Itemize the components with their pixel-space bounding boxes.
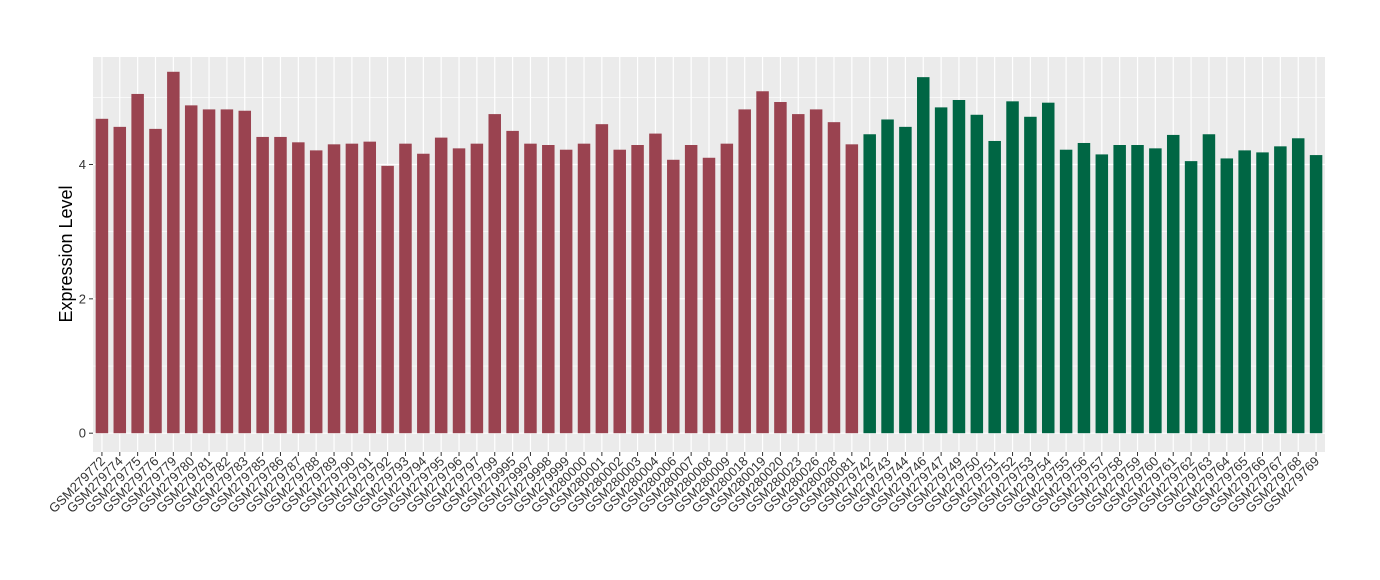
bar-GSM280026 [809,109,823,434]
bar-GSM279795 [434,137,448,434]
bar-GSM280081 [845,144,859,434]
bar-GSM279781 [202,109,216,434]
bar-GSM279776 [149,128,162,434]
y-tick-label: 0 [79,426,86,441]
bar-GSM280004 [649,133,662,434]
bar-GSM279794 [417,153,430,434]
bar-GSM279754 [1041,102,1055,434]
bar-GSM279768 [1291,138,1305,434]
bar-GSM280019 [756,91,769,434]
bar-GSM279763 [1202,134,1216,434]
bar-GSM280001 [595,124,609,434]
bar-GSM280028 [827,122,841,434]
bar-GSM279766 [1256,152,1269,434]
bar-GSM279755 [1059,149,1073,434]
bar-GSM279747 [934,107,948,434]
bar-GSM279743 [881,119,894,434]
bar-GSM279759 [1131,145,1144,434]
bar-GSM279775 [131,93,144,434]
bar-GSM280023 [792,114,805,434]
bars [95,71,1323,434]
bar-GSM279793 [399,143,412,434]
bar-GSM279772 [95,118,109,434]
bar-GSM279788 [309,150,323,434]
bar-GSM280009 [720,143,734,434]
bar-GSM279744 [899,126,912,434]
bar-GSM279751 [988,140,1001,434]
bar-GSM280003 [631,145,644,434]
bar-GSM279753 [1024,116,1037,434]
bar-GSM280018 [738,109,751,434]
bar-GSM279998 [542,145,555,434]
bar-GSM279792 [381,165,394,434]
bar-GSM280002 [613,149,626,434]
bar-GSM279997 [524,143,537,434]
y-tick-label: 4 [79,157,86,172]
bar-GSM279791 [363,141,377,434]
bar-GSM280006 [667,159,680,434]
y-axis-title: Expression Level [56,185,76,322]
bar-GSM279774 [113,126,127,434]
bar-GSM279995 [506,130,519,434]
bar-GSM279756 [1077,142,1091,434]
bar-GSM279799 [488,114,501,434]
bar-GSM279785 [256,136,269,434]
bar-GSM279769 [1309,155,1323,434]
bar-GSM279752 [1006,101,1019,434]
y-axis: 0 2 4 [79,157,93,441]
bar-GSM279760 [1149,148,1162,434]
bar-GSM279789 [327,144,341,434]
bar-GSM279797 [470,143,484,434]
bar-GSM279796 [452,148,466,434]
bar-GSM279782 [220,109,234,434]
bar-GSM279787 [292,142,305,434]
y-tick-label: 2 [79,291,86,306]
bar-GSM279779 [167,71,180,434]
bar-GSM279790 [345,143,359,434]
bar-GSM279999 [559,149,573,434]
bar-GSM279749 [952,99,966,434]
bar-GSM279764 [1220,158,1234,434]
bar-GSM279750 [970,114,984,434]
bar-GSM279765 [1238,150,1251,434]
bar-GSM280000 [577,143,591,434]
bar-GSM279758 [1113,145,1126,434]
bar-GSM279786 [274,136,287,434]
bar-GSM280008 [702,157,716,434]
bar-GSM279762 [1184,161,1198,434]
bar-GSM279767 [1274,146,1287,434]
x-axis: GSM279772GSM279774GSM279775GSM279776GSM2… [46,452,1322,516]
bar-GSM279780 [184,105,198,434]
bar-GSM279746 [917,77,930,434]
bar-GSM279757 [1095,154,1109,434]
bar-GSM279742 [863,134,876,434]
bar-GSM280007 [684,145,698,434]
bar-GSM279761 [1166,134,1180,434]
bar-GSM280020 [774,102,787,434]
bar-GSM279783 [238,110,252,434]
